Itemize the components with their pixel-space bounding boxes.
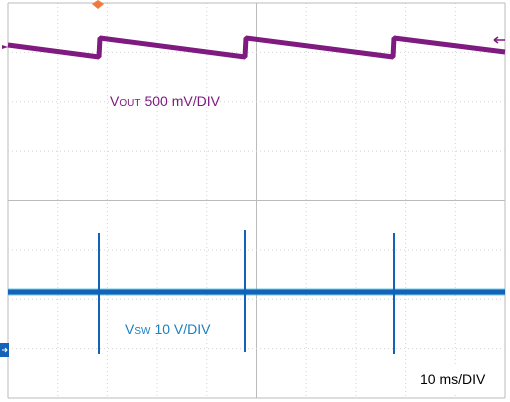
vsw-noise [8, 288, 505, 296]
vsw-ground-arrow [2, 347, 8, 353]
vsw-scale: 10 V/DIV [154, 321, 211, 337]
vout-symbol: V [110, 93, 120, 109]
vsw-spikes [98, 230, 395, 354]
vsw-subscript: SW [134, 326, 151, 337]
vout-trace [7, 35, 506, 60]
timebase-box [410, 365, 502, 393]
timebase-label: 10 ms/DIV [420, 371, 486, 387]
vsw-label: VSW 10 V/DIV [125, 321, 211, 337]
vout-subscript: OUT [119, 98, 140, 109]
trigger-level-marker [493, 36, 505, 44]
vout-label: VOUT 500 mV/DIV [110, 93, 221, 109]
vsw-symbol: V [125, 321, 135, 337]
trigger-marker [92, 0, 104, 9]
vout-scale: 500 mV/DIV [144, 93, 220, 109]
graticule [7, 2, 506, 399]
vout-ground-marker [2, 45, 8, 49]
